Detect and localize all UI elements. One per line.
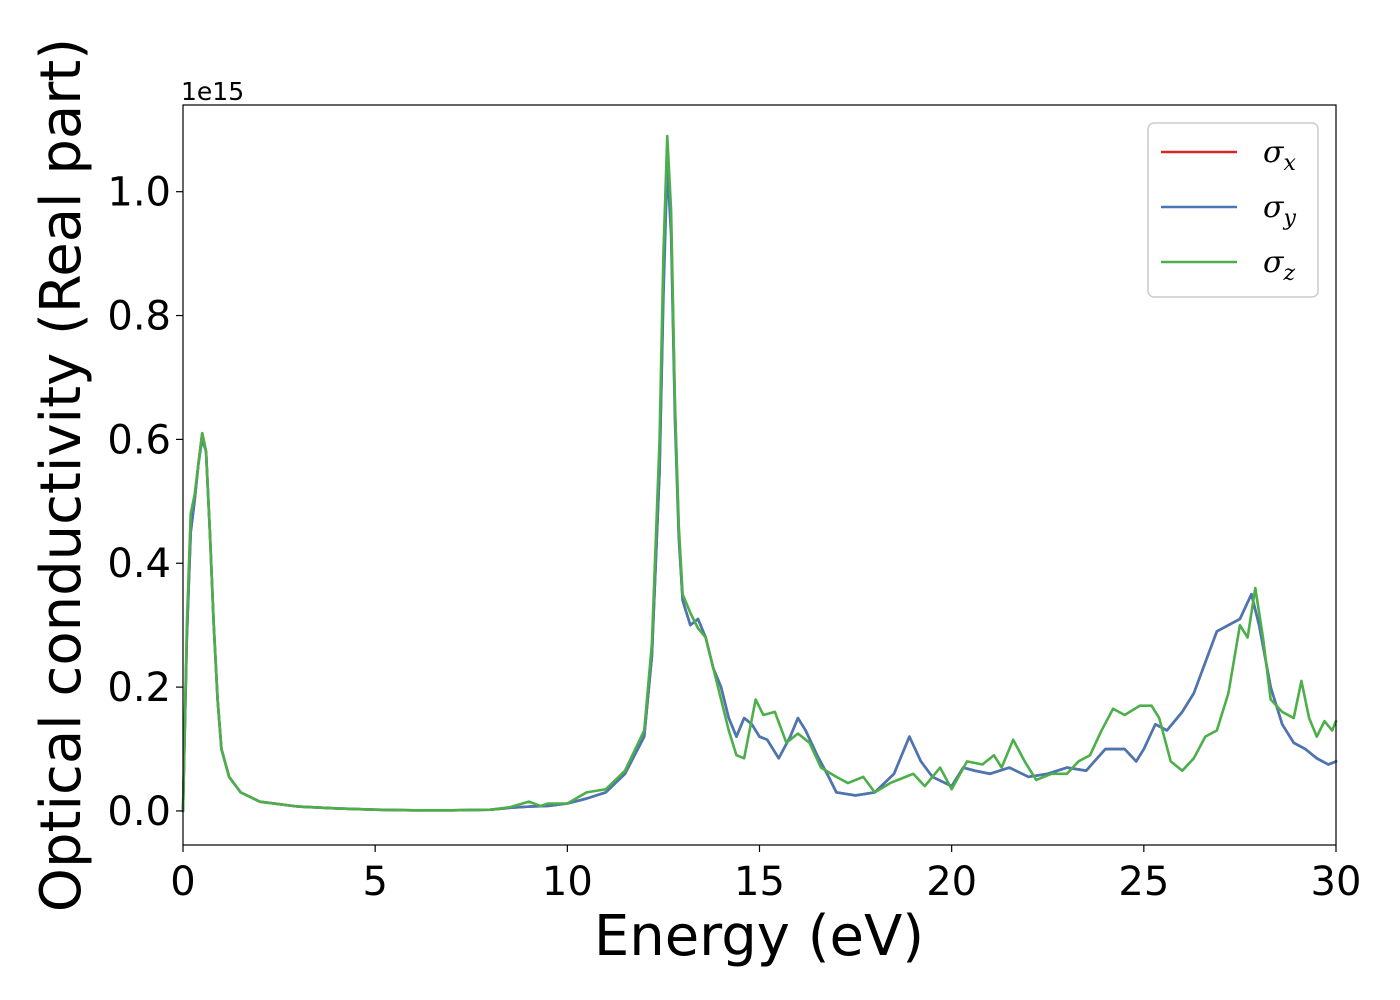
x-axis-ticks: 0 5 10 15 20 25 30 [170,845,1361,905]
legend-label-1: σy [1263,190,1296,231]
x-tick-label: 30 [1311,859,1362,905]
y-tick-label: 0.4 [107,541,171,587]
legend-entries: σx σy σz [1161,135,1296,286]
series-layer [181,134,1338,813]
x-tick-label: 10 [542,859,593,905]
x-axis-label: Energy (eV) [594,904,924,969]
y-tick-label: 0.6 [107,417,171,463]
x-tick-label: 25 [1118,859,1169,905]
legend-label-0: σx [1263,135,1296,176]
series-line-2 [181,134,1338,813]
y-axis-ticks: 0.0 0.2 0.4 0.6 0.8 1.0 [107,170,183,835]
legend-frame [1147,122,1319,298]
legend: σx σy σz [1147,122,1319,298]
x-tick-label: 0 [170,859,195,905]
x-tick-label: 5 [362,859,387,905]
x-tick-label: 15 [734,859,785,905]
y-offset-label: 1e15 [181,77,244,106]
legend-label-2: σz [1263,245,1295,286]
y-tick-label: 0.8 [107,294,171,340]
y-tick-label: 0.0 [107,789,171,835]
y-tick-label: 0.2 [107,665,171,711]
plot-background [183,105,1336,845]
y-axis-label: Optical conductivity (Real part) [29,38,94,912]
x-tick-label: 20 [926,859,977,905]
y-tick-label: 1.0 [107,170,171,216]
